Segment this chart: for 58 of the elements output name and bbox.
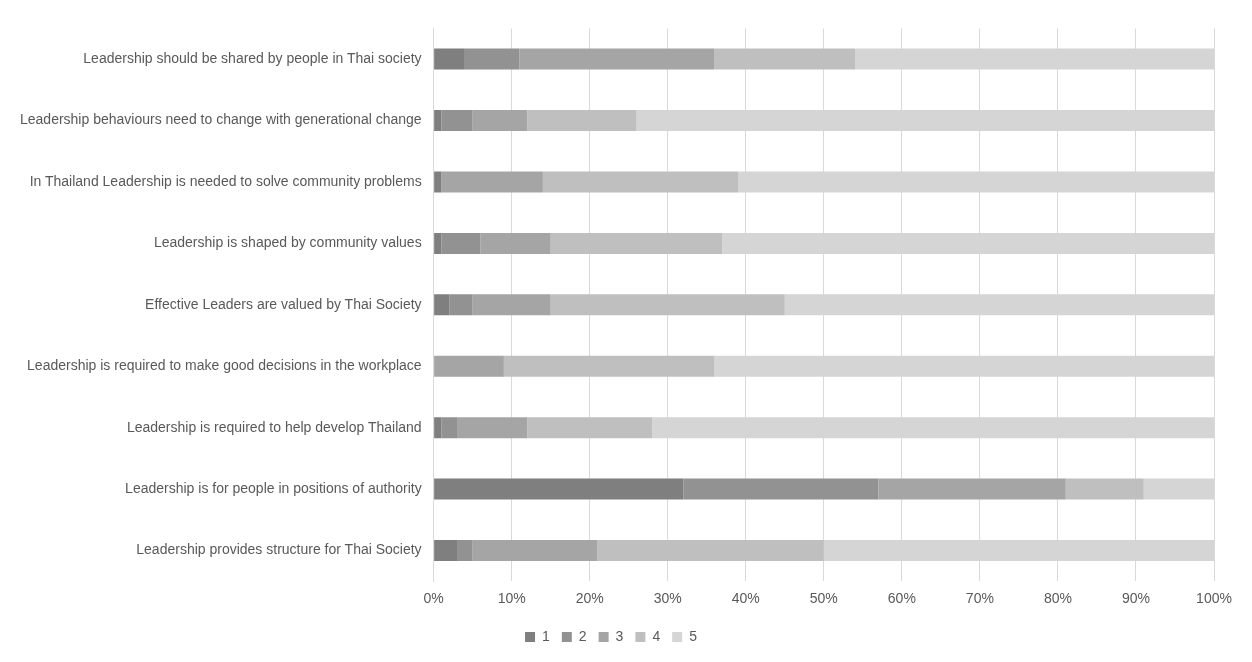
bar bbox=[434, 171, 442, 193]
bar bbox=[542, 171, 738, 193]
bar bbox=[597, 539, 824, 561]
y-tick-label: Leadership behaviours need to change with generational change bbox=[19, 111, 422, 128]
bar bbox=[464, 48, 520, 70]
y-tick-label: Leadership provides structure for Thai Society bbox=[136, 541, 422, 558]
bar bbox=[434, 232, 442, 254]
bar bbox=[1065, 478, 1144, 500]
bar bbox=[683, 478, 879, 500]
bar bbox=[441, 171, 543, 193]
bar bbox=[457, 417, 528, 439]
bar bbox=[434, 110, 442, 132]
bar bbox=[878, 478, 1066, 500]
legend-label: 4 bbox=[652, 627, 661, 644]
bar bbox=[714, 48, 856, 70]
bar bbox=[519, 48, 715, 70]
x-tick-label: 80% bbox=[1043, 590, 1072, 607]
y-tick-label: Leadership is for people in positions of authority bbox=[125, 479, 422, 496]
bar bbox=[441, 232, 481, 254]
bar bbox=[550, 232, 723, 254]
x-tick-label: 90% bbox=[1121, 590, 1150, 607]
legend-label: 2 bbox=[578, 627, 587, 644]
bar bbox=[527, 110, 637, 132]
bar bbox=[441, 417, 458, 439]
bar bbox=[434, 355, 504, 377]
x-tick-label: 10% bbox=[497, 590, 526, 607]
x-tick-label: 40% bbox=[731, 590, 760, 607]
legend-label: 3 bbox=[615, 627, 624, 644]
x-tick-label: 60% bbox=[887, 590, 916, 607]
bar bbox=[441, 110, 473, 132]
bar bbox=[434, 539, 458, 561]
x-tick-label: 100% bbox=[1196, 590, 1232, 607]
bar bbox=[472, 539, 598, 561]
bar bbox=[434, 48, 465, 70]
y-tick-label: Leadership is shaped by community values bbox=[153, 234, 422, 251]
bar bbox=[480, 232, 551, 254]
bar bbox=[472, 110, 528, 132]
x-tick-label: 20% bbox=[575, 590, 604, 607]
bar bbox=[449, 294, 473, 316]
legend-label: 5 bbox=[689, 627, 698, 644]
x-tick-label: 0% bbox=[423, 590, 444, 607]
x-tick-label: 70% bbox=[965, 590, 994, 607]
bar bbox=[434, 478, 684, 500]
x-tick-label: 30% bbox=[653, 590, 682, 607]
bar bbox=[434, 294, 450, 316]
y-tick-label: Leadership is required to make good decisions in the workplace bbox=[27, 357, 422, 374]
bar bbox=[457, 539, 473, 561]
bar bbox=[550, 294, 785, 316]
y-tick-label: Leadership should be shared by people in Thai society bbox=[83, 49, 422, 66]
legend-label: 1 bbox=[542, 627, 551, 644]
y-tick-label: In Thailand Leadership is needed to solve community problems bbox=[29, 172, 422, 189]
bar bbox=[472, 294, 551, 316]
bar bbox=[527, 417, 653, 439]
x-tick-label: 50% bbox=[809, 590, 838, 607]
y-tick-label: Effective Leaders are valued by Thai Society bbox=[145, 295, 422, 312]
bar bbox=[434, 417, 442, 439]
bar bbox=[503, 355, 715, 377]
y-tick-label: Leadership is required to help develop Thailand bbox=[126, 418, 422, 435]
